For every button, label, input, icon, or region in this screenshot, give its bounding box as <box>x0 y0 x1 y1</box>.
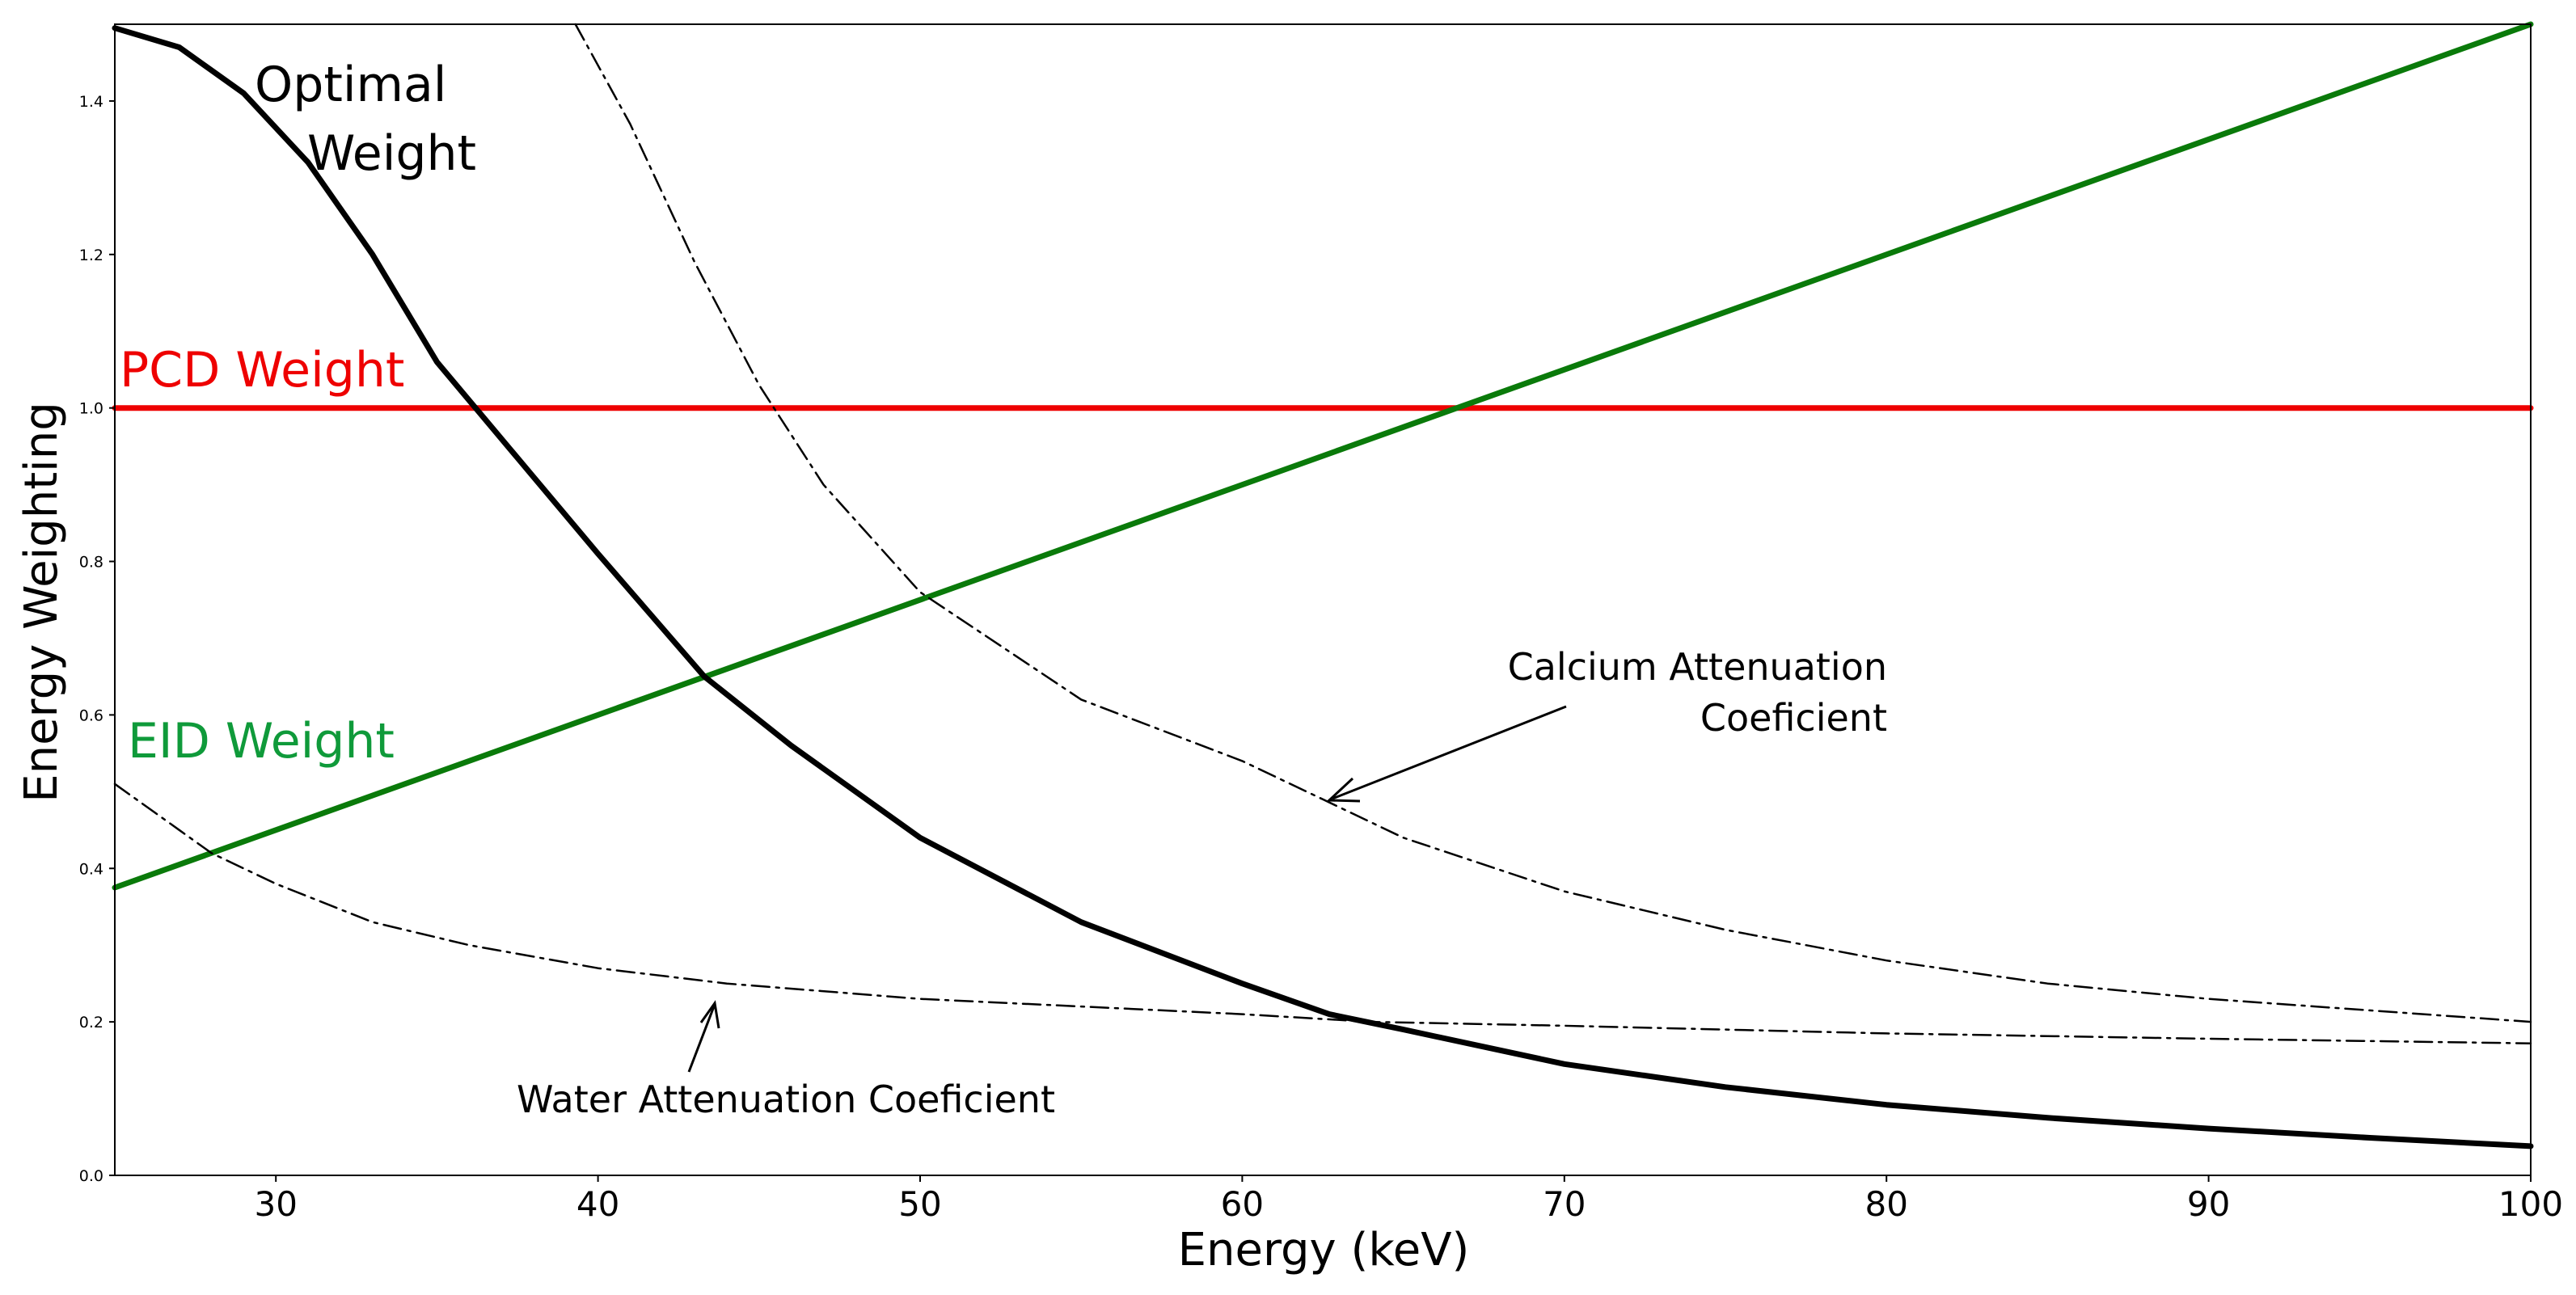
calcium-series-line <box>574 23 2532 1023</box>
x-tick-label: 50 <box>898 1184 941 1224</box>
optimal-weight-label-line2: Weight <box>307 125 476 182</box>
optimal-weight-label-line1: Optimal <box>255 57 446 113</box>
calcium-attenuation-label-line1: Calcium Attenuation <box>1508 645 1887 689</box>
annotations-layer: Optimal Weight PCD Weight EID Weight Cal… <box>120 57 1887 1121</box>
y-tick-label: 1.4 <box>79 93 103 111</box>
y-tick-label: 0.4 <box>79 860 103 878</box>
plot-frame <box>114 23 2532 1176</box>
pcd-weight-label: PCD Weight <box>120 342 404 399</box>
x-axis-title: Energy (keV) <box>1178 1224 1470 1276</box>
water-attenuation-label: Water Attenuation Coeficient <box>517 1078 1055 1121</box>
calcium-arrow <box>1326 705 1567 803</box>
water-series-line <box>113 782 2532 1044</box>
eid-series-line <box>112 21 2534 891</box>
calcium-attenuation-label-line2: Coeficient <box>1700 696 1887 740</box>
water-arrow <box>687 1000 720 1073</box>
y-tick-label: 0.6 <box>79 707 103 724</box>
y-tick-label: 0.2 <box>79 1014 103 1031</box>
x-tick-label: 90 <box>2187 1184 2230 1224</box>
y-tick-label: 0.8 <box>79 554 103 572</box>
x-tick-label: 60 <box>1221 1184 1264 1224</box>
x-tick-label: 30 <box>254 1184 297 1224</box>
curves-layer <box>112 21 2534 1149</box>
x-tick-label: 80 <box>1864 1184 1907 1224</box>
x-tick-label: 70 <box>1543 1184 1586 1224</box>
y-tick-label: 1.2 <box>79 247 103 264</box>
y-tick-label: 1.0 <box>79 400 103 418</box>
y-axis-title: Energy Weighting <box>15 402 68 803</box>
x-tick-label: 100 <box>2498 1184 2563 1224</box>
ticks-layer: 30 40 50 60 70 80 90 100 0.0 0.2 0.4 0.6 0.8 1.0 1.2 1.… <box>79 93 2563 1224</box>
optimal-series-line <box>112 25 2534 1149</box>
eid-weight-label: EID Weight <box>128 713 395 770</box>
x-tick-label: 40 <box>576 1184 619 1224</box>
y-tick-label: 0.0 <box>79 1167 103 1185</box>
